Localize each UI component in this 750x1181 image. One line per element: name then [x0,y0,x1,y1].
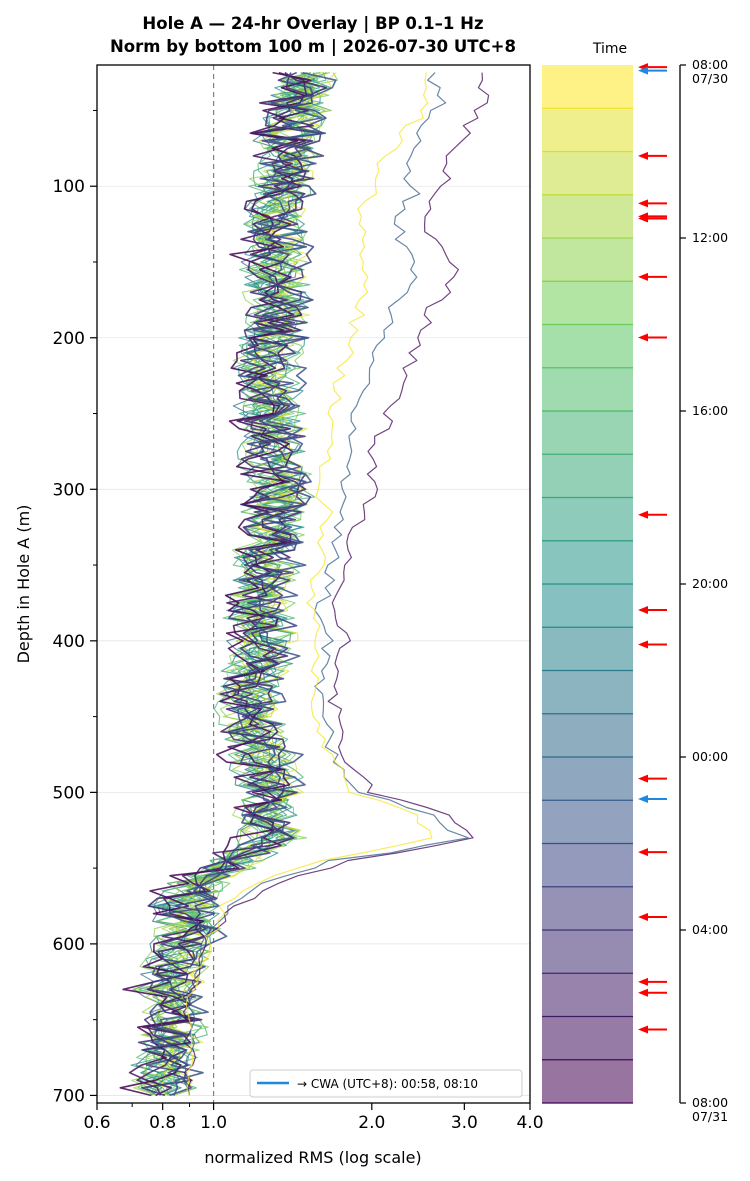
time-band-21 [542,973,633,1017]
time-band-9 [542,454,633,498]
time-band-15 [542,713,633,757]
arrow-head [638,272,648,281]
event-arrow-14 [638,913,667,922]
arrow-head [638,66,648,75]
event-arrow-3 [638,199,667,208]
arrow-head [638,151,648,160]
y-tick-label-600: 600 [53,935,85,955]
x-axis-label: normalized RMS (log scale) [204,1148,421,1167]
time-band-22 [542,1016,633,1060]
time-tick-label-4: 00:00 [692,749,728,764]
arrow-head [638,913,648,922]
arrow-head [638,977,648,986]
event-arrow-9 [638,605,667,614]
y-tick-label-500: 500 [53,783,85,803]
time-header: Time [592,41,627,57]
event-arrow-15 [638,977,667,986]
event-arrow-7 [638,333,667,342]
high-series-1 [182,72,469,1096]
y-tick-label-700: 700 [53,1086,85,1106]
chart-title-line1: Hole A — 24-hr Overlay | BP 0.1–1 Hz [142,14,483,34]
event-arrow-11 [638,774,667,783]
night-series-0 [119,71,312,1097]
arrow-head [638,794,648,803]
time-band-7 [542,367,633,411]
time-band-13 [542,627,633,671]
y-tick-label-100: 100 [53,177,85,197]
time-tick-label-0: 08:00 07/30 [692,57,728,86]
arrow-head [638,214,648,223]
x-axis-ticks: 0.6 0.8 1.0 2.0 3.0 4.0 [83,1103,544,1133]
time-band-8 [542,411,633,455]
time-band-14 [542,670,633,714]
event-markers [638,63,667,1034]
arrow-head [638,848,648,857]
bundle-series-13 [148,72,328,1096]
time-band-3 [542,194,633,238]
arrow-head [638,605,648,614]
time-band-17 [542,800,633,844]
series-lines [119,71,490,1097]
x-tick-label-3.0: 3.0 [451,1113,478,1133]
time-axis-ticks: 08:00 07/30 12:00 16:00 20:00 00:00 04:00 08:00… [680,57,728,1124]
arrow-head [638,774,648,783]
arrow-head [638,510,648,519]
time-tick-label-1: 12:00 [692,230,728,245]
time-colorbar [542,65,633,1104]
arrow-head [638,1025,648,1034]
time-band-2 [542,151,633,195]
x-tick-label-0.8: 0.8 [149,1113,176,1133]
high-series-0 [182,72,490,1096]
legend-label: → CWA (UTC+8): 00:58, 08:10 [297,1077,478,1091]
arrow-head [638,988,648,997]
time-band-4 [542,238,633,282]
y-axis-ticks: 100 200 300 400 500 600 700 [53,109,97,1106]
time-band-5 [542,281,633,325]
x-tick-label-1.0: 1.0 [200,1113,227,1133]
x-tick-label-2.0: 2.0 [358,1113,385,1133]
time-band-0 [542,65,633,109]
time-tick-label-5: 04:00 [692,922,728,937]
plot-frame [96,64,531,1104]
event-arrow-17 [638,1025,667,1034]
time-band-12 [542,584,633,628]
time-band-6 [542,324,633,368]
arrow-head [638,640,648,649]
y-axis-label: Depth in Hole A (m) [14,505,33,664]
time-band-1 [542,108,633,152]
time-tick-label-6: 08:00 07/31 [692,1095,728,1124]
cwa-arrow-1 [638,66,667,75]
arrow-head [638,199,648,208]
event-arrow-10 [638,640,667,649]
high-series-2 [185,72,433,1096]
time-tick-label-2: 16:00 [692,403,728,418]
legend-box [249,1069,523,1098]
chart-title-line2: Norm by bottom 100 m | 2026-07-30 UTC+8 [110,37,516,57]
time-band-11 [542,540,633,584]
night-series-5 [151,71,337,1096]
event-arrow-13 [638,848,667,857]
time-band-16 [542,757,633,801]
event-arrow-16 [638,988,667,997]
y-tick-label-200: 200 [53,329,85,349]
x-tick-label-0.6: 0.6 [83,1113,110,1133]
event-arrow-5 [638,214,667,223]
legend: → CWA (UTC+8): 00:58, 08:10 [249,1069,523,1098]
time-band-19 [542,886,633,930]
event-arrow-8 [638,510,667,519]
y-tick-label-400: 400 [53,632,85,652]
event-arrow-6 [638,272,667,281]
time-band-20 [542,930,633,974]
arrow-head [638,333,648,342]
time-tick-label-3: 20:00 [692,576,728,591]
event-arrow-2 [638,151,667,160]
y-tick-label-300: 300 [53,480,85,500]
x-tick-label-4.0: 4.0 [516,1113,543,1133]
cwa-arrow-12 [638,794,667,803]
time-band-10 [542,497,633,541]
time-band-23 [542,1059,633,1103]
time-band-18 [542,843,633,887]
